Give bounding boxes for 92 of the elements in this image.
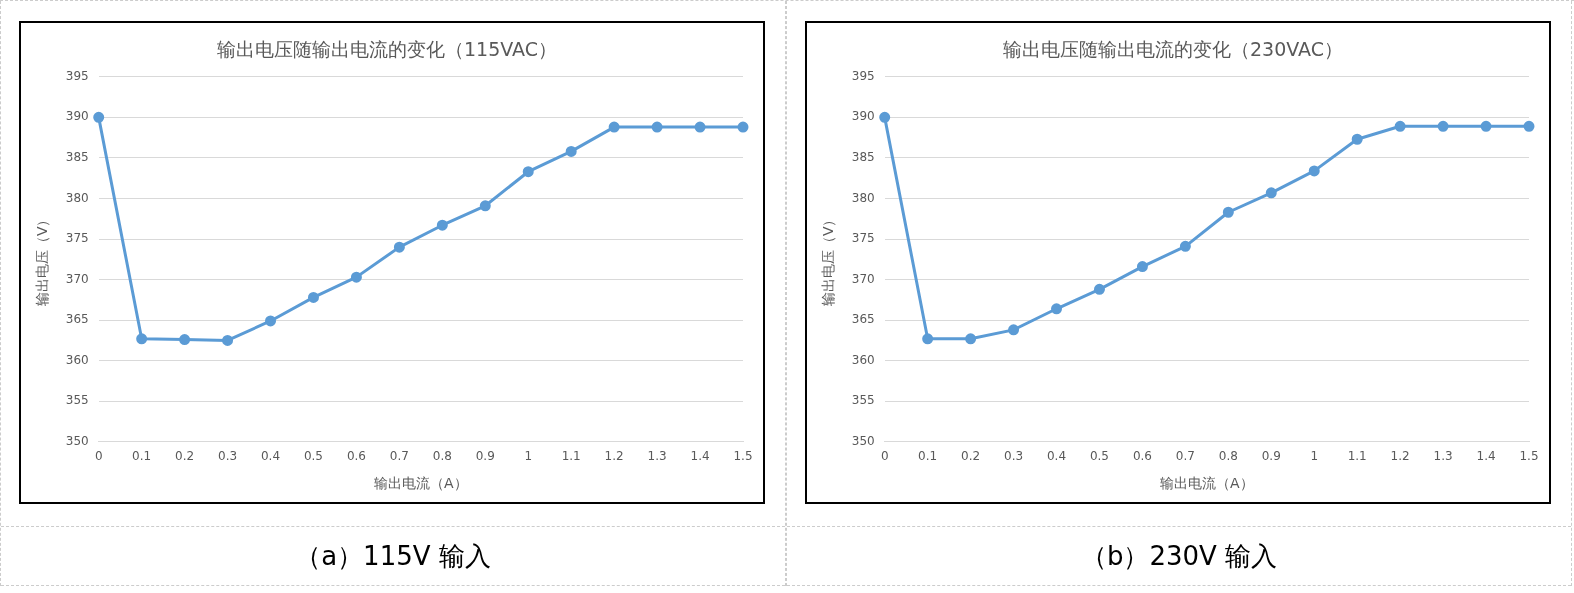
- y-tick-label: 365: [851, 312, 875, 327]
- y-tick-label: 385: [65, 150, 89, 165]
- y-tick-label: 355: [851, 393, 875, 408]
- point: [608, 121, 620, 133]
- x-tick-label: 0.7: [1175, 449, 1195, 464]
- x-tick-label: 1: [1310, 449, 1319, 464]
- x-tick-label: 0.5: [303, 449, 324, 464]
- point: [737, 121, 749, 133]
- x-tick-label: 0.2: [961, 449, 981, 464]
- point: [1437, 120, 1449, 132]
- x-tick-label: 0.1: [132, 449, 152, 464]
- x-tick-label: 0.5: [1089, 449, 1110, 464]
- x-tick-label: 1.3: [1433, 449, 1453, 464]
- x-tick-label: 0.4: [260, 449, 281, 464]
- point: [393, 241, 405, 253]
- point: [1523, 120, 1535, 132]
- y-tick-label: 370: [851, 271, 875, 286]
- point: [651, 121, 663, 133]
- x-axis-title: 输出电流（A）: [374, 475, 468, 492]
- point: [1008, 324, 1020, 336]
- y-tick-label: 370: [65, 271, 89, 286]
- y-tick-label: 375: [65, 231, 89, 246]
- y-axis-title: 输出电压（V）: [820, 212, 837, 307]
- x-axis-title: 输出电流（A）: [1160, 475, 1254, 492]
- text: （b）230V 输入: [787, 526, 1571, 586]
- point: [1265, 187, 1277, 199]
- x-tick-label: 0.6: [1132, 449, 1152, 464]
- point: [1308, 165, 1320, 177]
- x-tick-label: 0.4: [1046, 449, 1067, 464]
- point: [1222, 206, 1234, 218]
- y-tick-label: 365: [65, 312, 89, 327]
- y-tick-label: 390: [851, 109, 875, 124]
- chart-title: 输出电压随输出电流的变化（115VAC）: [217, 38, 557, 61]
- y-tick-label: 375: [851, 231, 875, 246]
- point: [522, 166, 534, 178]
- chart-title: 输出电压随输出电流的变化（230VAC）: [1003, 38, 1343, 61]
- x-tick-label: 0.8: [432, 449, 452, 464]
- point: [136, 333, 148, 345]
- point: [565, 145, 577, 157]
- x-tick-label: 0.1: [918, 449, 938, 464]
- point: [1480, 120, 1492, 132]
- x-tick-label: 0.9: [475, 449, 495, 464]
- y-axis-title: 输出电压（V）: [34, 212, 51, 307]
- point: [265, 315, 277, 327]
- point: [307, 291, 319, 303]
- point: [1394, 120, 1406, 132]
- point: [479, 200, 491, 212]
- text: （a）115V 输入: [1, 526, 785, 586]
- x-tick-label: 0.3: [1004, 449, 1024, 464]
- x-tick-label: 0.3: [218, 449, 238, 464]
- y-tick-label: 385: [851, 150, 875, 165]
- y-tick-label: 390: [65, 109, 89, 124]
- x-tick-label: 1.1: [561, 449, 581, 464]
- y-tick-label: 395: [65, 68, 89, 83]
- x-tick-label: 1.3: [647, 449, 667, 464]
- point: [1351, 133, 1363, 145]
- x-tick-label: 0: [880, 449, 889, 464]
- point: [1051, 303, 1063, 315]
- x-tick-label: 1.1: [1347, 449, 1367, 464]
- point: [965, 333, 977, 345]
- x-tick-label: 0.9: [1261, 449, 1281, 464]
- y-tick-label: 380: [65, 190, 89, 205]
- y-tick-label: 350: [851, 433, 875, 448]
- x-tick-label: 1.4: [1476, 449, 1496, 464]
- x-tick-label: 0.6: [346, 449, 366, 464]
- x-tick-label: 1.2: [604, 449, 624, 464]
- y-tick-label: 355: [65, 393, 89, 408]
- point: [1179, 240, 1191, 252]
- x-tick-label: 0.8: [1218, 449, 1238, 464]
- point: [93, 111, 105, 123]
- x-tick-label: 1.4: [690, 449, 710, 464]
- point: [922, 333, 934, 345]
- y-tick-label: 360: [851, 352, 875, 367]
- point: [222, 334, 234, 346]
- point: [1093, 283, 1105, 295]
- point: [350, 271, 362, 283]
- x-tick-label: 1.2: [1390, 449, 1410, 464]
- x-tick-label: 1.5: [1519, 449, 1539, 464]
- point: [1136, 261, 1148, 273]
- x-tick-label: 0: [94, 449, 103, 464]
- x-tick-label: 1.5: [733, 449, 753, 464]
- x-tick-label: 0.7: [389, 449, 409, 464]
- x-tick-label: 1: [524, 449, 533, 464]
- point: [879, 111, 891, 123]
- x-tick-label: 0.2: [175, 449, 195, 464]
- point: [179, 334, 191, 346]
- y-tick-label: 380: [851, 190, 875, 205]
- point: [694, 121, 706, 133]
- point: [436, 219, 448, 231]
- y-tick-label: 395: [851, 68, 875, 83]
- y-tick-label: 350: [65, 433, 89, 448]
- y-tick-label: 360: [65, 352, 89, 367]
